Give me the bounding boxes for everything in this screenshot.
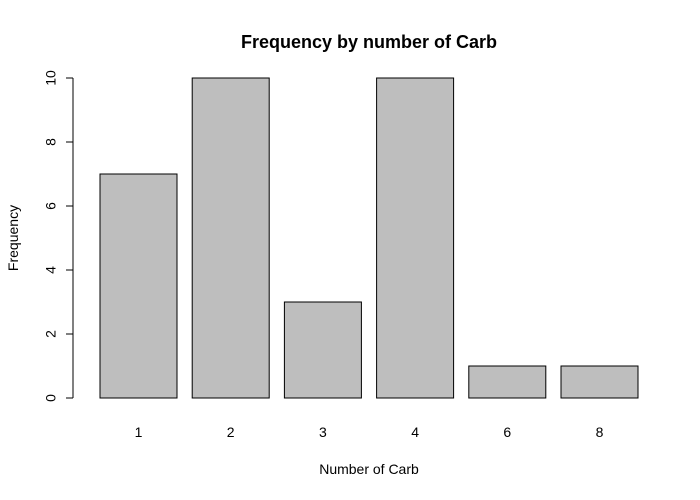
x-tick-label: 3 bbox=[319, 424, 327, 440]
bar-6 bbox=[468, 365, 547, 399]
y-tick-label: 8 bbox=[43, 138, 59, 146]
x-tick-label: 2 bbox=[227, 424, 235, 440]
chart-title: Frequency by number of Carb bbox=[241, 32, 497, 52]
bars-layer bbox=[99, 77, 639, 399]
bar-3 bbox=[283, 301, 362, 399]
bar-4 bbox=[376, 77, 455, 399]
y-tick-label: 4 bbox=[43, 266, 59, 274]
y-axis: 0 2 4 6 8 10 bbox=[43, 70, 74, 402]
x-tick-label: 4 bbox=[411, 424, 419, 440]
y-tick-label: 6 bbox=[43, 202, 59, 210]
y-tick-label: 0 bbox=[43, 394, 59, 402]
x-axis: 1 2 3 4 6 8 bbox=[135, 424, 604, 440]
bar-8 bbox=[560, 365, 639, 399]
bar-2 bbox=[191, 77, 270, 399]
x-tick-label: 1 bbox=[135, 424, 143, 440]
x-tick-label: 8 bbox=[596, 424, 604, 440]
y-axis-label: Frequency bbox=[5, 205, 21, 271]
x-tick-label: 6 bbox=[503, 424, 511, 440]
x-axis-label: Number of Carb bbox=[319, 461, 419, 477]
bar-1 bbox=[99, 173, 178, 399]
y-tick-label: 10 bbox=[43, 70, 59, 86]
y-tick-label: 2 bbox=[43, 330, 59, 338]
